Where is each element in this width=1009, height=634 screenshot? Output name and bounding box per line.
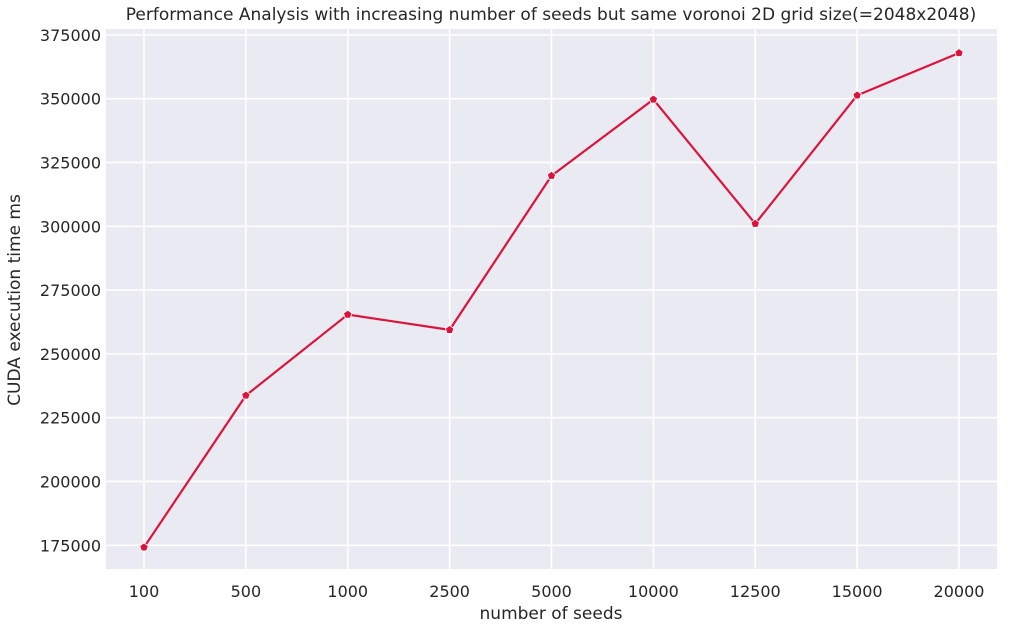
data-point-marker — [648, 94, 659, 104]
y-tick-label: 175000 — [40, 536, 101, 555]
x-tick-label: 2500 — [429, 582, 470, 601]
series-layer — [139, 48, 964, 552]
data-point-marker — [139, 542, 149, 552]
y-tick-label: 225000 — [40, 409, 101, 428]
y-tick-labels: 175000 200000 225000 250000 275000 300000 3250… — [40, 26, 101, 555]
data-point-marker — [444, 324, 455, 334]
data-point-marker — [852, 90, 862, 100]
x-tick-label: 500 — [231, 582, 262, 601]
x-tick-labels: 100 500 1000 2500 5000 10000 12500 15000 20000 — [129, 582, 985, 601]
y-tick-label: 300000 — [40, 217, 101, 236]
y-axis-label: CUDA execution time ms — [5, 194, 25, 406]
x-tick-label: 1000 — [327, 582, 368, 601]
y-tick-label: 325000 — [40, 153, 101, 172]
data-point-marker — [343, 309, 353, 319]
x-tick-label: 12500 — [730, 582, 781, 601]
data-point-marker — [954, 48, 964, 57]
y-tick-label: 375000 — [40, 26, 101, 45]
x-tick-label: 15000 — [832, 582, 883, 601]
chart-title: Performance Analysis with increasing num… — [126, 5, 976, 25]
x-tick-label: 5000 — [531, 582, 572, 601]
data-point-marker — [241, 390, 251, 400]
y-tick-label: 275000 — [40, 281, 101, 300]
data-point-marker — [750, 218, 760, 228]
x-tick-label: 100 — [129, 582, 160, 601]
grid-lines — [106, 29, 997, 569]
y-tick-label: 250000 — [40, 345, 101, 364]
y-tick-label: 200000 — [40, 472, 101, 491]
x-tick-label: 10000 — [628, 582, 679, 601]
data-point-marker — [546, 170, 557, 180]
x-tick-label: 20000 — [934, 582, 985, 601]
x-axis-label: number of seeds — [480, 604, 623, 624]
y-tick-label: 350000 — [40, 90, 101, 109]
